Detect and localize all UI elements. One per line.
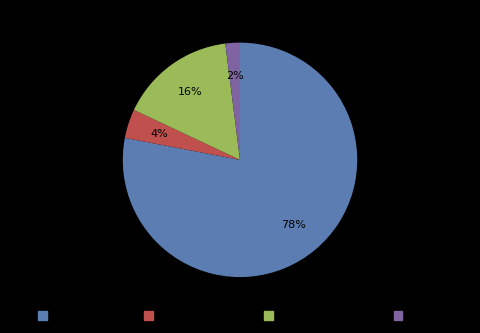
Wedge shape bbox=[125, 110, 240, 160]
Wedge shape bbox=[225, 43, 240, 160]
Wedge shape bbox=[123, 43, 357, 277]
Wedge shape bbox=[134, 44, 240, 160]
Text: 4%: 4% bbox=[151, 129, 168, 139]
Text: 78%: 78% bbox=[281, 220, 306, 230]
Text: 2%: 2% bbox=[226, 71, 243, 81]
Text: 16%: 16% bbox=[178, 87, 203, 97]
